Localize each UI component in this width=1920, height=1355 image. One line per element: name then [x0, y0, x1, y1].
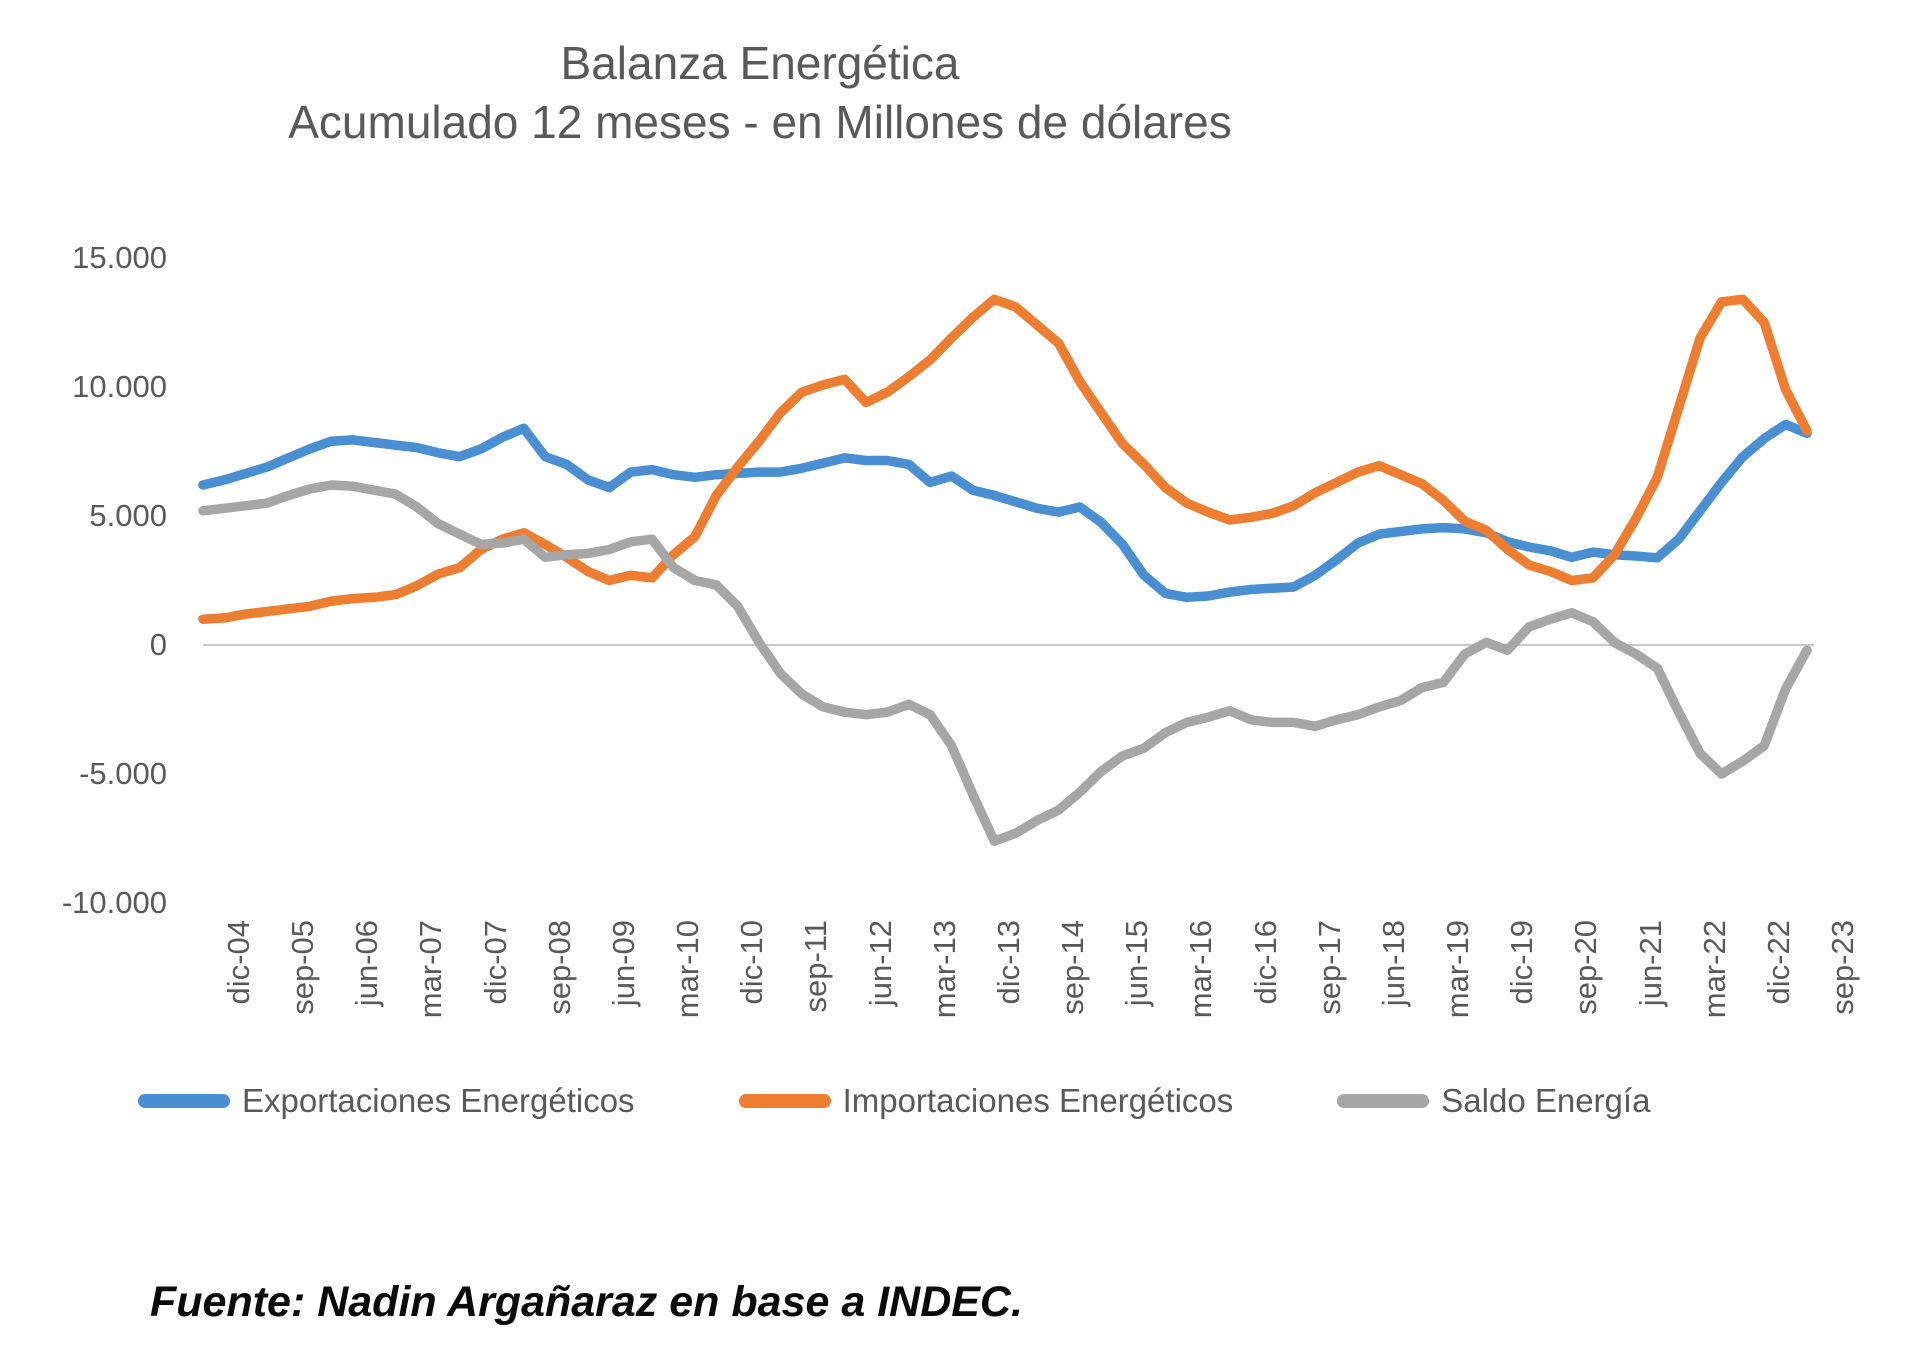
x-axis-label-dic-13: dic-13 [990, 920, 1026, 1005]
legend-label-exportaciones-energeticos: Exportaciones Energéticos [242, 1082, 635, 1119]
legend-label-saldo-energia: Saldo Energía [1441, 1082, 1651, 1119]
x-axis-label-jun-09: jun-09 [605, 920, 641, 1007]
legend-swatch-saldo-energia [1337, 1094, 1430, 1108]
chart-subtitle: Acumulado 12 meses - en Millones de dóla… [288, 96, 1232, 148]
x-axis-label-sep-20: sep-20 [1568, 920, 1604, 1015]
x-axis-label-sep-23: sep-23 [1825, 920, 1860, 1015]
legend-item-saldo-energia: Saldo Energía [1337, 1082, 1650, 1120]
x-axis-label-mar-10: mar-10 [670, 920, 706, 1019]
legend-swatch-importaciones-energeticos [738, 1094, 831, 1108]
x-axis-label-mar-22: mar-22 [1696, 920, 1732, 1019]
x-axis-label-dic-22: dic-22 [1760, 920, 1796, 1005]
legend-item-exportaciones-energeticos: Exportaciones Energéticos [138, 1082, 635, 1120]
x-axis-label-sep-14: sep-14 [1055, 920, 1091, 1015]
series-line-exportaciones-energeticos [198, 419, 1812, 603]
legend-item-importaciones-energeticos: Importaciones Energéticos [738, 1082, 1234, 1120]
legend-swatch-exportaciones-energeticos [138, 1094, 230, 1108]
x-axis-label-jun-21: jun-21 [1632, 920, 1668, 1007]
x-axis-label-sep-08: sep-08 [541, 920, 577, 1015]
y-axis-label-10-000: 10.000 [72, 369, 167, 404]
x-axis-label-dic-19: dic-19 [1504, 920, 1540, 1005]
source-note: Fuente: Nadin Argañaraz en base a INDEC. [150, 1278, 1023, 1326]
x-axis-label-mar-07: mar-07 [413, 920, 449, 1019]
y-axis-label-0: 0 [149, 627, 167, 662]
x-axis-label-sep-05: sep-05 [285, 920, 321, 1015]
x-axis-label-dic-07: dic-07 [477, 920, 513, 1005]
x-axis-label-jun-15: jun-15 [1119, 920, 1155, 1007]
x-axis-label-mar-13: mar-13 [926, 920, 962, 1019]
series-line-importaciones-energeticos [198, 294, 1812, 624]
x-axis-label-mar-16: mar-16 [1183, 920, 1219, 1019]
x-axis-label-mar-19: mar-19 [1440, 920, 1476, 1019]
x-axis-label-dic-16: dic-16 [1247, 920, 1283, 1005]
x-axis-label-sep-17: sep-17 [1311, 920, 1347, 1015]
x-axis-label-sep-11: sep-11 [798, 920, 834, 1013]
y-axis-label-15-000: 15.000 [72, 240, 167, 275]
y-axis-label-5-000: -5.000 [79, 756, 167, 791]
series-line-saldo-energia [198, 480, 1812, 846]
y-axis-label-5-000: 5.000 [89, 498, 167, 533]
x-axis-label-jun-18: jun-18 [1375, 920, 1411, 1007]
legend-label-importaciones-energeticos: Importaciones Energéticos [842, 1082, 1234, 1119]
chart-title-block: Balanza Energética Acumulado 12 meses - … [0, 34, 1520, 152]
y-axis-label-10-000: -10.000 [61, 885, 167, 920]
x-axis-label-dic-04: dic-04 [221, 920, 256, 1005]
x-axis-label-jun-12: jun-12 [862, 920, 898, 1007]
x-axis-label-jun-06: jun-06 [349, 920, 385, 1007]
chart-title: Balanza Energética [560, 37, 960, 89]
legend: Exportaciones Energéticos Importaciones E… [138, 1082, 1838, 1120]
x-axis-label-dic-10: dic-10 [734, 920, 770, 1005]
